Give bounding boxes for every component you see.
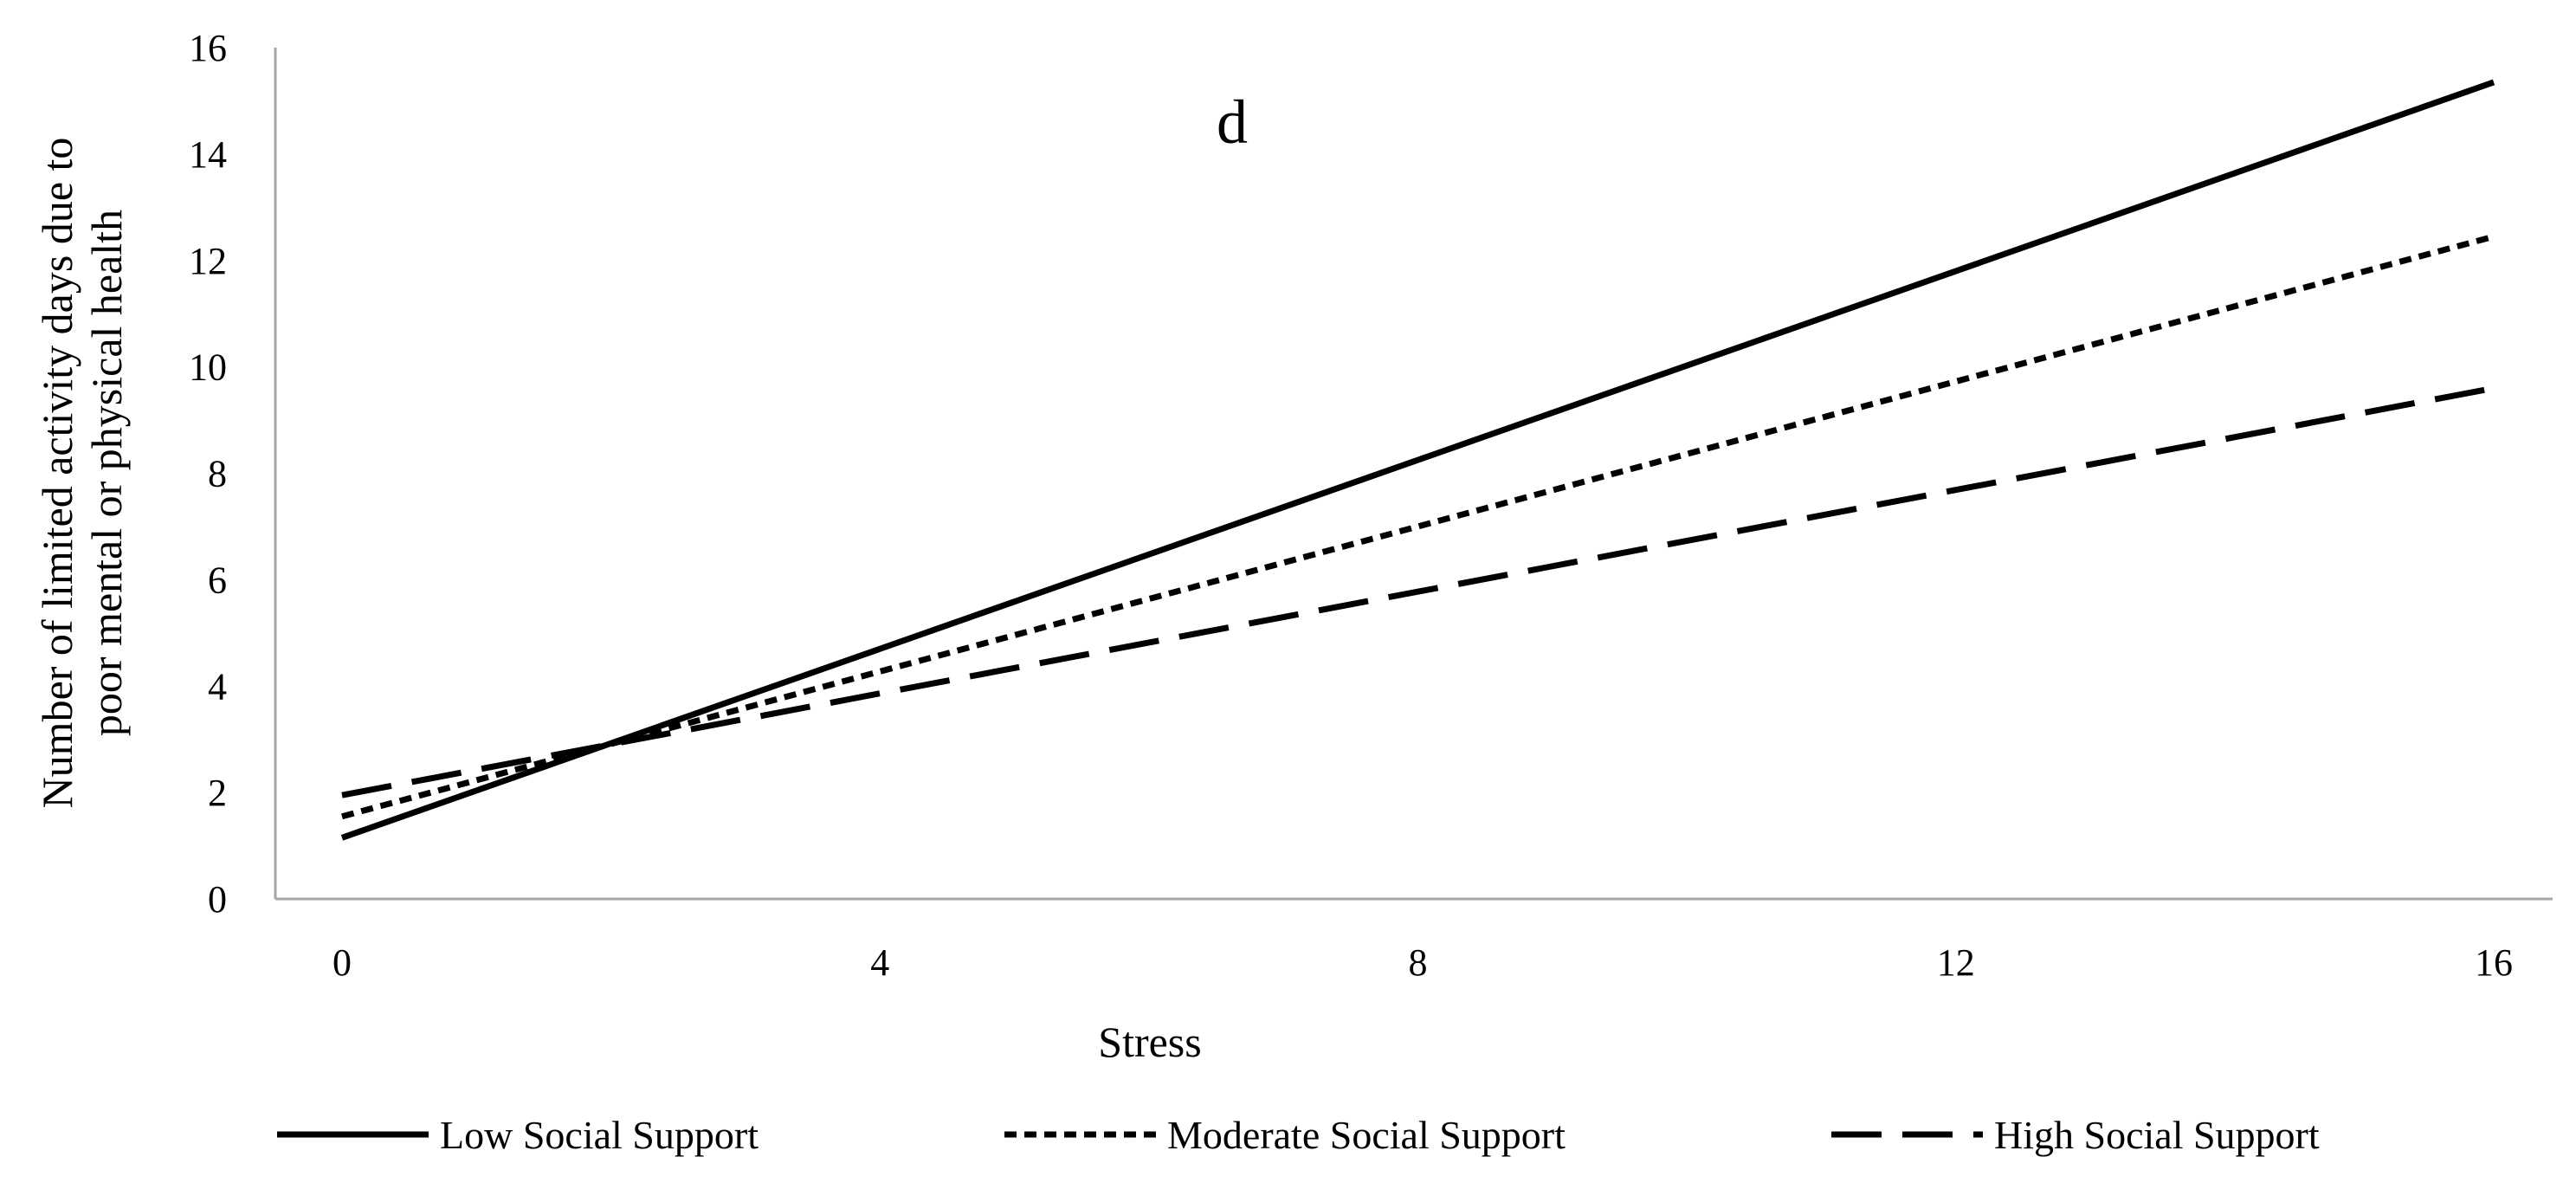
panel-label: d <box>1217 87 1248 157</box>
y-tick-label: 6 <box>208 559 227 601</box>
x-tick-label: 16 <box>2475 941 2513 984</box>
legend: Low Social Support Moderate Social Suppor… <box>277 1113 2320 1157</box>
y-axis-title-line-1: Number of limited activity days due to <box>33 138 81 809</box>
x-tick-label: 12 <box>1937 941 1975 984</box>
legend-label: Moderate Social Support <box>1167 1113 1566 1157</box>
legend-label: Low Social Support <box>440 1113 759 1157</box>
y-tick-label: 2 <box>208 772 227 814</box>
x-tick-label: 8 <box>1409 941 1428 984</box>
y-axis-title: Number of limited activity days due to p… <box>33 138 131 809</box>
series-line-1 <box>340 79 2495 841</box>
x-tick-label: 4 <box>870 941 889 984</box>
y-tick-labels: 0 2 4 6 8 10 12 14 16 <box>189 27 227 921</box>
x-tick-labels: 0 4 8 12 16 <box>332 941 2513 984</box>
y-tick-label: 4 <box>208 665 227 708</box>
x-axis-title: Stress <box>1098 1018 1201 1066</box>
y-tick-label: 12 <box>189 240 227 282</box>
y-tick-label: 16 <box>189 27 227 69</box>
y-tick-label: 14 <box>189 133 227 176</box>
y-axis-title-line-2: poor mental or physical health <box>82 210 131 736</box>
x-tick-label: 0 <box>332 941 352 984</box>
legend-label: High Social Support <box>1994 1113 2320 1157</box>
series-line-3 <box>341 385 2495 798</box>
series-line-2 <box>341 233 2495 820</box>
y-tick-label: 10 <box>189 346 227 389</box>
y-tick-label: 8 <box>208 453 227 495</box>
plot-area <box>340 79 2495 841</box>
y-tick-label: 0 <box>208 878 227 921</box>
